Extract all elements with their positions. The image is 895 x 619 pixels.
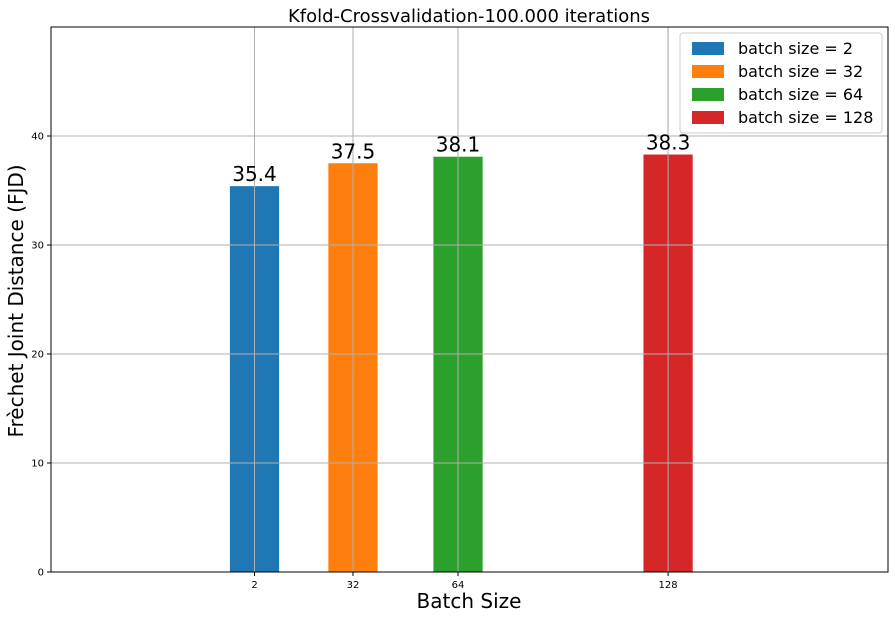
- legend-box: [679, 32, 883, 134]
- y-axis-label: Frèchet Joint Distance (FJD): [4, 164, 28, 437]
- legend-swatch: [692, 42, 724, 55]
- x-axis-ticks: 2 32 64 128: [251, 572, 678, 591]
- bar-value-label: 37.5: [331, 139, 376, 163]
- chart-title: Kfold-Crossvalidation-100.000 iterations: [288, 6, 650, 27]
- x-tick-label: 2: [251, 580, 257, 591]
- y-tick-label: 40: [31, 132, 44, 143]
- x-axis-label: Batch Size: [417, 589, 522, 613]
- legend-label: batch size = 64: [738, 85, 863, 104]
- y-tick-label: 10: [31, 459, 44, 470]
- y-tick-label: 0: [38, 568, 44, 579]
- y-tick-label: 30: [31, 241, 44, 252]
- legend-label: batch size = 32: [738, 62, 863, 81]
- legend-label: batch size = 128: [738, 108, 873, 127]
- y-axis-ticks: 0 10 20 30 40: [31, 132, 51, 579]
- plot-frame: [50, 26, 889, 573]
- legend-swatch: [692, 65, 724, 78]
- bar-value-label: 38.3: [646, 131, 691, 155]
- legend-swatch: [692, 111, 724, 124]
- bar-value-label: 38.1: [436, 133, 481, 157]
- bar-value-labels: 35.4 37.5 38.1 38.3: [232, 131, 690, 187]
- legend-swatch: [692, 88, 724, 101]
- bar-value-label: 35.4: [232, 162, 277, 186]
- x-tick-label: 64: [452, 580, 465, 591]
- legend-label: batch size = 2: [738, 39, 853, 58]
- x-tick-label: 32: [347, 580, 360, 591]
- legend: batch size = 2 batch size = 32 batch size …: [679, 32, 883, 134]
- x-tick-label: 128: [659, 580, 678, 591]
- y-tick-label: 20: [31, 350, 44, 361]
